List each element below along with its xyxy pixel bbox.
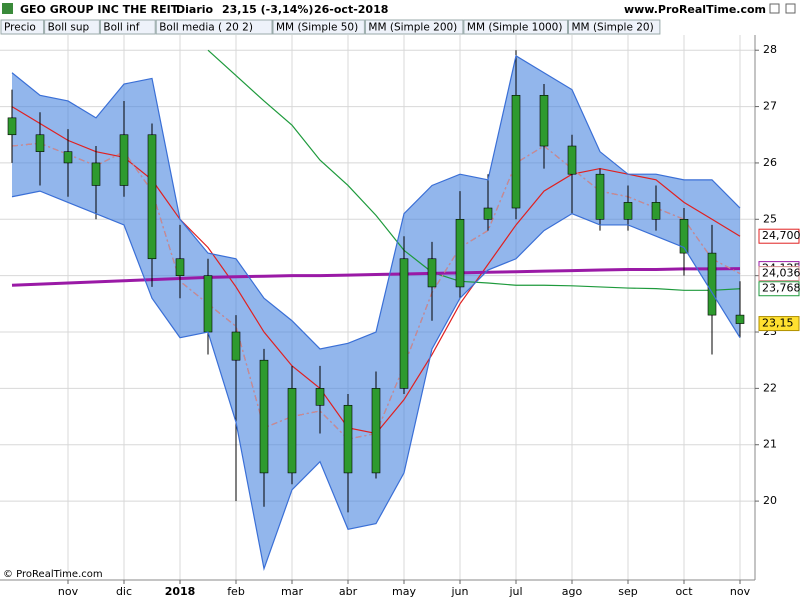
- candle-body: [567, 145, 577, 175]
- legend: Precio Boll sup Boll inf Boll media ( 20 2)…: [0, 19, 661, 35]
- legend-box: [463, 19, 568, 35]
- candle-body: [399, 258, 409, 389]
- y-tick-label: 27: [763, 100, 777, 113]
- legend-box: [0, 19, 45, 35]
- axis: 202122232425262728novdic2018febmarabrmay…: [58, 43, 800, 598]
- line: [11, 267, 741, 287]
- x-tick-label: abr: [339, 585, 358, 598]
- y-tick-label: 28: [763, 43, 777, 56]
- window-button[interactable]: [769, 3, 780, 14]
- last-value-label: 24,036: [762, 267, 800, 280]
- legend-label: Boll media ( 20 2): [159, 22, 253, 34]
- candle-body: [175, 258, 185, 276]
- legend-box: [99, 19, 156, 35]
- x-tick-label: nov: [58, 585, 79, 598]
- candle-body: [539, 95, 549, 147]
- candle-body: [203, 275, 213, 333]
- date: 26-oct-2018: [314, 3, 388, 16]
- window-button[interactable]: [785, 3, 796, 14]
- legend-label: Boll inf: [103, 22, 139, 34]
- candle-body: [651, 202, 661, 220]
- x-tick-label: dic: [116, 585, 132, 598]
- candle-body: [63, 151, 73, 164]
- y-tick-label: 22: [763, 381, 777, 394]
- legend-label: Boll sup: [48, 22, 90, 34]
- x-tick-label: may: [392, 585, 416, 598]
- y-tick-label: 25: [763, 212, 777, 225]
- last-value-label: 23,768: [762, 282, 800, 295]
- period: Diario: [176, 3, 214, 16]
- app-icon: [2, 3, 13, 14]
- quote: 23,15 (-3,14%): [222, 3, 313, 16]
- last-value-box: [758, 281, 800, 297]
- x-tick-label: jul: [508, 585, 522, 598]
- band-fill: [12, 55, 740, 569]
- footer: © ProRealTime.com: [3, 569, 103, 580]
- line: [11, 54, 741, 350]
- candle-body: [735, 314, 745, 324]
- x-tick-label: nov: [730, 585, 751, 598]
- y-tick-label: 21: [763, 438, 777, 451]
- candle-body: [679, 218, 689, 254]
- last-value-box: [758, 316, 800, 332]
- line: [11, 142, 741, 440]
- candle-body: [511, 95, 521, 209]
- candle-body: [147, 134, 157, 260]
- candle-body: [231, 331, 241, 361]
- legend-box: [272, 19, 365, 35]
- legend-label: MM (Simple 50): [276, 22, 358, 34]
- line: [11, 190, 741, 572]
- chart-title: GEO GROUP INC THE REIT: [20, 3, 179, 16]
- candle-body: [483, 207, 493, 220]
- legend-box: [364, 19, 464, 35]
- x-tick-label: oct: [675, 585, 693, 598]
- plot: [7, 49, 745, 572]
- last-value-label: 23,15: [762, 317, 794, 330]
- last-value-label: 24,700: [762, 229, 800, 242]
- x-tick-label: mar: [281, 585, 303, 598]
- legend-box: [568, 19, 661, 35]
- candle-body: [119, 134, 129, 186]
- x-tick-label: 2018: [165, 585, 196, 598]
- candle-body: [427, 258, 437, 288]
- candle-body: [91, 162, 101, 186]
- legend-label: MM (Simple 1000): [467, 22, 563, 34]
- x-tick-label: ago: [562, 585, 583, 598]
- candle-body: [7, 117, 17, 136]
- candle-body: [455, 218, 465, 288]
- candle-body: [595, 173, 605, 220]
- legend-box: [44, 19, 100, 35]
- candle-body: [315, 388, 325, 406]
- y-tick-label: 26: [763, 156, 777, 169]
- candle-body: [259, 359, 269, 474]
- candle-body: [371, 388, 381, 474]
- candle-body: [707, 252, 717, 316]
- legend-label: MM (Simple 20): [572, 22, 654, 34]
- x-tick-label: sep: [618, 585, 637, 598]
- candle-body: [343, 404, 353, 474]
- last-value-box: [758, 228, 800, 244]
- y-tick-label: 20: [763, 494, 777, 507]
- candle-body: [35, 134, 45, 152]
- legend-label: Precio: [4, 22, 36, 34]
- legend-label: MM (Simple 200): [368, 22, 457, 34]
- line: [207, 49, 741, 291]
- x-tick-label: feb: [227, 585, 245, 598]
- candle-body: [623, 202, 633, 220]
- last-value-box: [758, 266, 800, 282]
- candle-body: [287, 388, 297, 474]
- x-tick-label: jun: [451, 585, 469, 598]
- legend-box: [155, 19, 273, 35]
- brand: www.ProRealTime.com: [624, 3, 766, 16]
